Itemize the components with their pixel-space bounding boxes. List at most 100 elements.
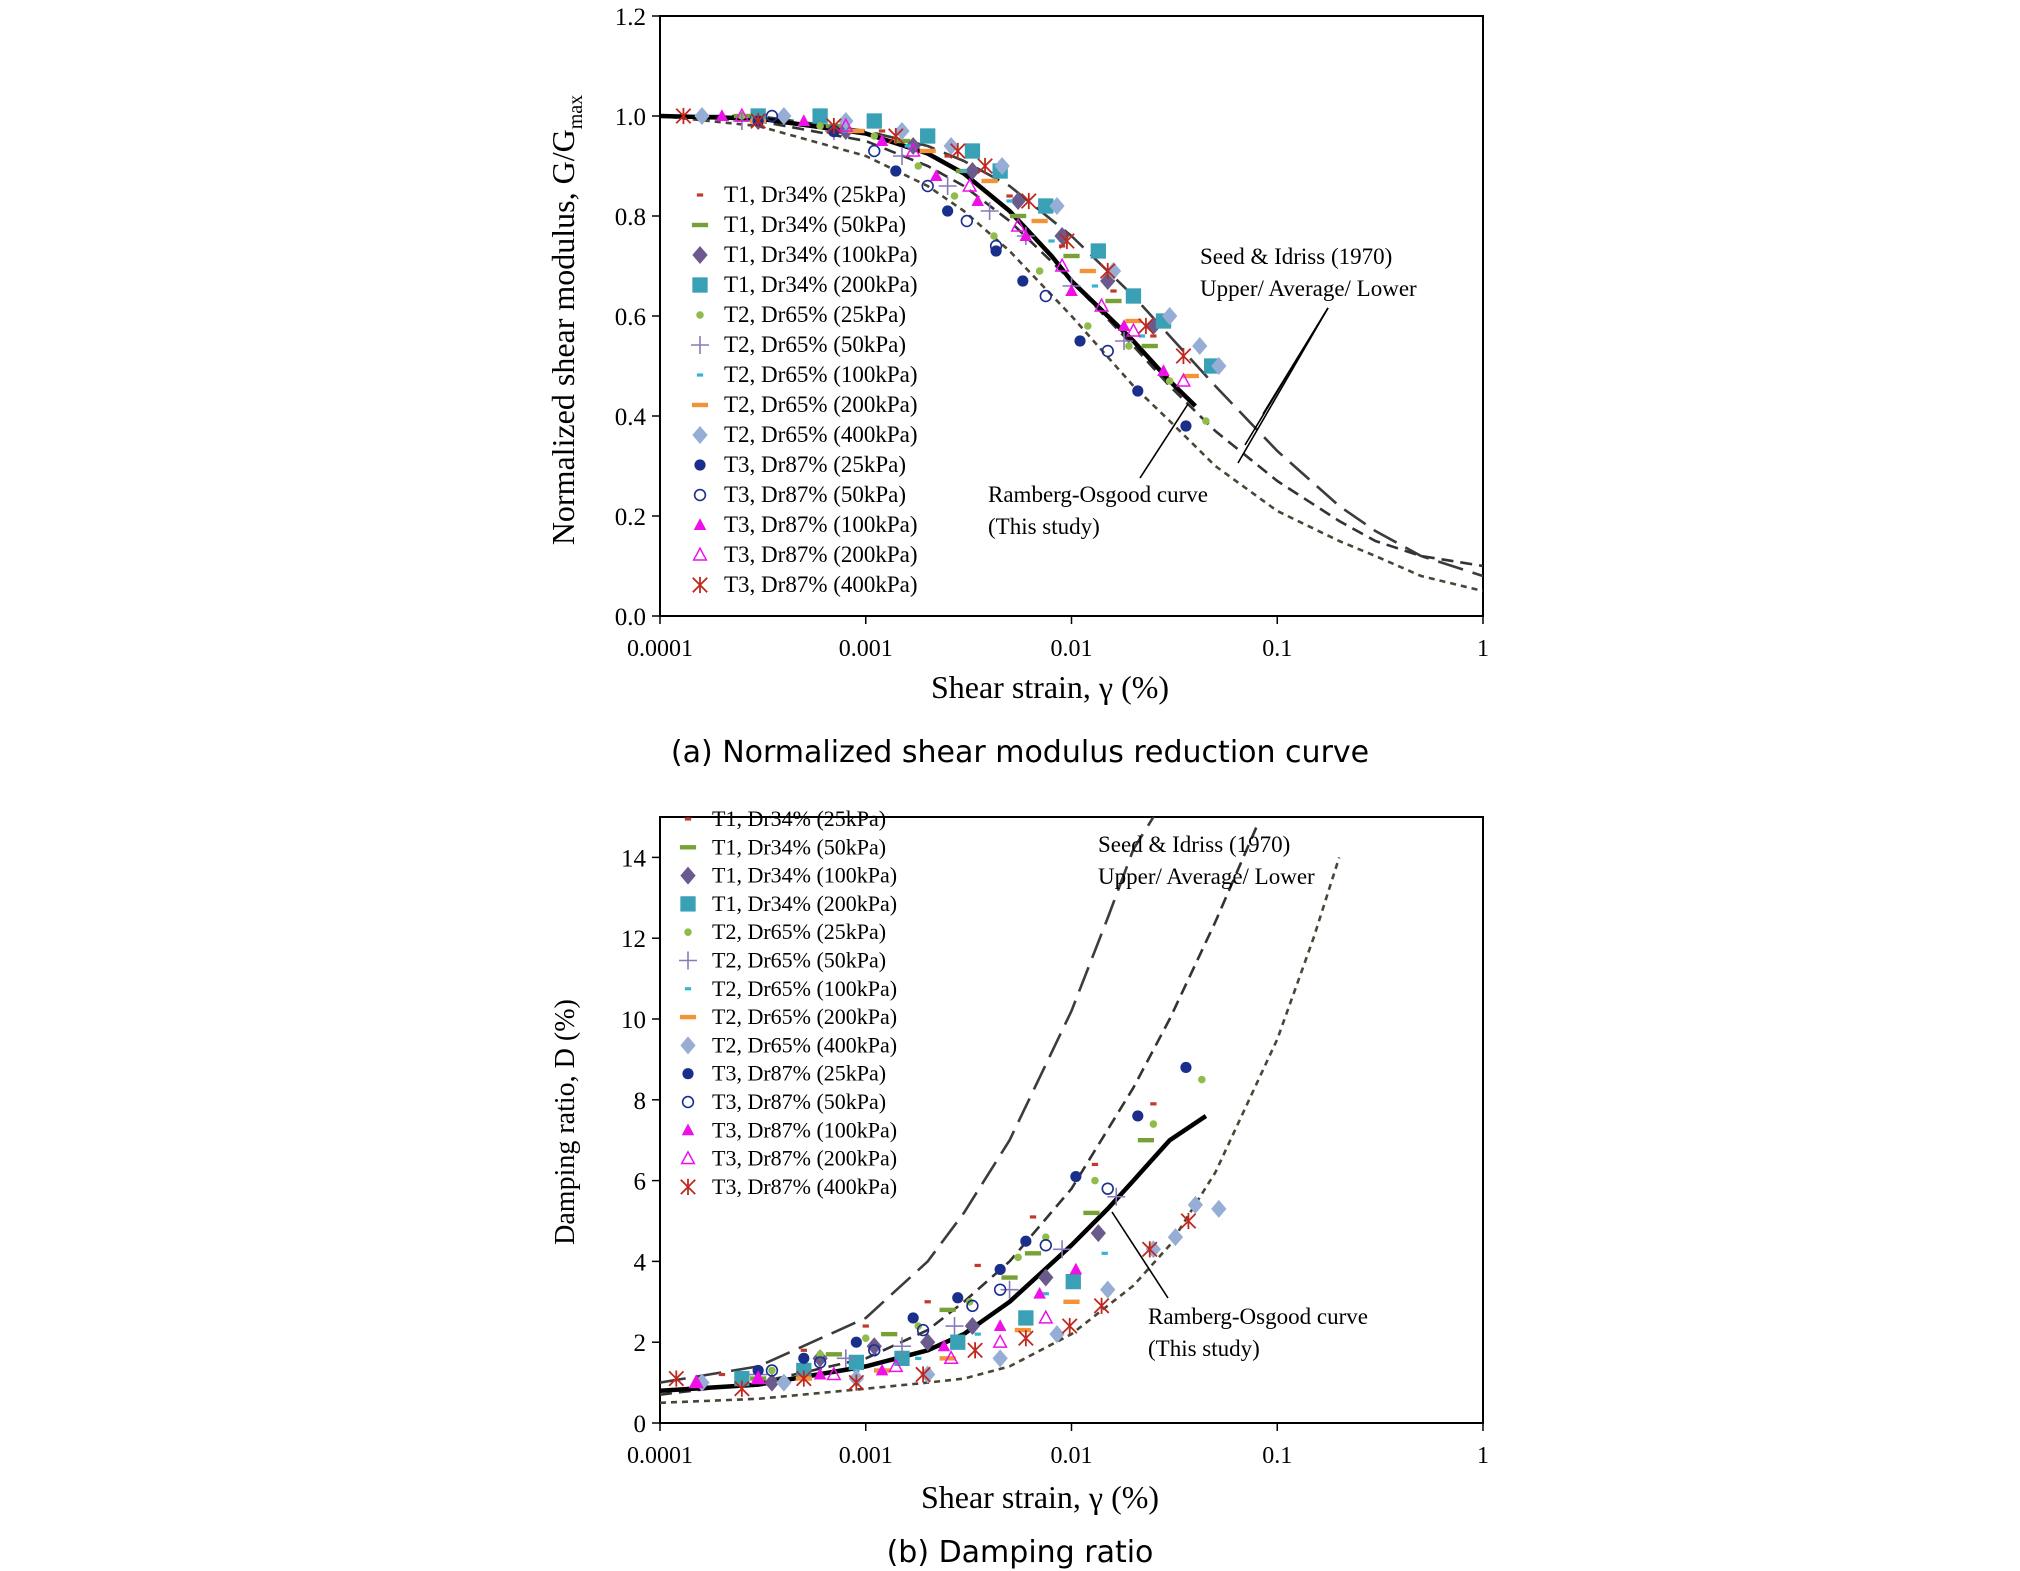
data-point (921, 179, 934, 193)
chart-damping-ratio: 0.0001 0.001 0.01 0.1 1 0 2 4 6 8 10 12 14 Shear st… (550, 806, 1489, 1570)
data-point (1063, 253, 1080, 259)
data-point (776, 107, 792, 125)
legend-marker (680, 1150, 696, 1165)
data-point (1018, 1330, 1034, 1347)
legend-marker (693, 488, 707, 502)
data-point (971, 194, 984, 206)
data-point (960, 214, 974, 228)
legend-label: T1, Dr34% (25kPa) (724, 182, 906, 207)
legend-label: T3, Dr87% (100kPa) (724, 512, 918, 537)
legend-label: T3, Dr87% (25kPa) (724, 452, 906, 477)
data-point (1149, 1120, 1158, 1128)
legend-label: T2, Dr65% (50kPa) (712, 948, 886, 973)
data-point (980, 202, 999, 220)
data-point (1202, 417, 1210, 425)
data-point (1054, 257, 1070, 272)
data-point (675, 107, 692, 125)
data-point (1010, 217, 1026, 232)
legend-marker (680, 1036, 696, 1055)
data-point (1038, 1268, 1054, 1287)
data-point (915, 1356, 922, 1360)
data-point (929, 169, 943, 181)
data-point (1039, 1239, 1052, 1252)
data-point (938, 177, 957, 195)
legend-marker (696, 311, 704, 319)
data-point (1074, 335, 1086, 347)
data-point (826, 1366, 842, 1381)
data-point (1001, 1275, 1018, 1280)
legend-label: T2, Dr65% (400kPa) (724, 422, 918, 447)
data-point (974, 1332, 981, 1336)
legend-marker (684, 817, 692, 821)
x-tick-label: 0.1 (1262, 636, 1292, 662)
data-point (1187, 1195, 1204, 1214)
data-points (675, 107, 1227, 432)
data-point (776, 1373, 792, 1392)
data-point (1093, 1297, 1110, 1314)
legend-marker (681, 1123, 695, 1136)
legend-marker (684, 928, 692, 936)
data-point (1091, 284, 1099, 288)
y-tick-label: 4 (634, 1249, 647, 1276)
legend-label: T3, Dr87% (400kPa) (724, 572, 918, 597)
data-point (734, 107, 750, 122)
data-point (1099, 262, 1116, 280)
data-point (1065, 284, 1078, 296)
y-tick-label: 0.4 (615, 404, 647, 431)
x-tick-label: 1 (1477, 1443, 1489, 1469)
data-point (993, 1283, 1007, 1296)
data-point (1125, 322, 1141, 337)
legend-label: T1, Dr34% (100kPa) (712, 863, 897, 888)
data-point (1084, 322, 1092, 330)
data-point (993, 1319, 1007, 1331)
data-point (836, 1349, 855, 1368)
data-point (861, 1334, 870, 1342)
data-point (1094, 297, 1110, 312)
legend-marker (682, 1068, 694, 1080)
x-tick-labels: 0.0001 0.001 0.01 0.1 1 (627, 616, 1489, 662)
x-tick-labels: 0.0001 0.001 0.01 0.1 1 (627, 1423, 1489, 1469)
data-point (920, 128, 936, 144)
y-axis-title: Normalized shear modulus, G/Gmax (545, 95, 587, 545)
legend-marker (680, 1178, 696, 1195)
data-point (868, 144, 881, 158)
annotation-line: Seed & Idriss (1970) (1200, 244, 1392, 269)
reference-curve-line (660, 114, 1483, 568)
data-point (1211, 1199, 1227, 1218)
data-point (1211, 357, 1227, 375)
data-point (1141, 1241, 1158, 1258)
data-point (1020, 192, 1037, 210)
data-point (838, 117, 854, 132)
data-point (950, 192, 959, 200)
data-point (964, 143, 981, 159)
data-point (1180, 1212, 1197, 1230)
reference-curves (660, 817, 1341, 1405)
data-point (990, 232, 998, 240)
data-point (798, 1352, 810, 1364)
data-point (1180, 420, 1192, 432)
y-tick-label: 0.2 (615, 504, 646, 531)
legend-marker (680, 896, 696, 912)
data-point (718, 1372, 726, 1377)
data-point (1110, 289, 1117, 293)
data-point (862, 1324, 869, 1328)
data-point (1061, 1317, 1078, 1335)
legend-marker (692, 576, 708, 594)
data-point (937, 1339, 951, 1352)
y-tick-label: 0.8 (615, 204, 646, 231)
data-point (1107, 1187, 1126, 1206)
data-point (989, 239, 1003, 253)
data-point (994, 157, 1010, 175)
data-point (942, 205, 954, 217)
data-point (1019, 229, 1033, 241)
legend-marker (692, 426, 708, 444)
legend-label: T2, Dr65% (400kPa) (712, 1032, 897, 1057)
data-point (1014, 1253, 1022, 1262)
data-point (1175, 372, 1191, 387)
data-point (914, 162, 923, 170)
data-point (813, 1367, 827, 1380)
y-tick-label: 10 (621, 1007, 646, 1034)
data-point (887, 127, 904, 145)
legend-label: T3, Dr87% (50kPa) (724, 482, 906, 507)
data-point (1090, 1224, 1106, 1243)
